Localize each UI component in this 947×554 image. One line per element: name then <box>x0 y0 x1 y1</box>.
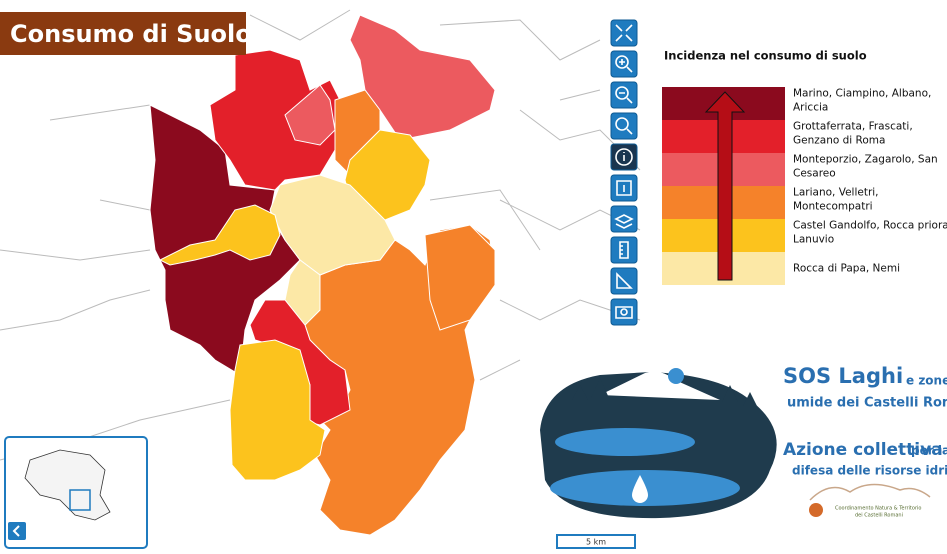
legend: Marino, Ciampino, Albano, Ariccia Grottafe… <box>662 87 947 285</box>
logo-text: e zone <box>906 374 947 388</box>
partner-text: dei Castelli Romani <box>855 513 903 519</box>
zoom-box-button[interactable] <box>610 112 638 140</box>
zoom-in-button[interactable] <box>610 50 638 78</box>
measure-button[interactable] <box>610 236 638 264</box>
logo-sun <box>668 368 684 384</box>
layers-button[interactable] <box>610 205 638 233</box>
logo-text: per la <box>911 444 947 458</box>
area-orange <box>424 224 496 331</box>
legend-title: Incidenza nel consumo di suolo <box>664 49 867 63</box>
logo-text: Azione collettiva <box>783 440 943 460</box>
legend-label: Genzano di Roma <box>793 135 885 147</box>
legend-label: Monteporzio, Zagarolo, San <box>793 154 938 166</box>
legend-label: Lariano, Velletri, <box>793 187 879 199</box>
info-button[interactable] <box>610 143 638 171</box>
legend-label: Lanuvio <box>793 234 834 246</box>
area-red <box>209 49 341 191</box>
legend-label: Grottaferrata, Frascati, <box>793 121 913 133</box>
logo-drop <box>632 475 648 503</box>
area-pale <box>269 174 396 276</box>
area-pink <box>349 14 496 141</box>
overview-map <box>4 436 148 549</box>
logo-text: SOS Laghi <box>783 364 903 388</box>
toolbar <box>610 19 638 326</box>
logo-text: umide dei Castelli Romani <box>787 396 947 411</box>
logo-lake <box>555 428 695 456</box>
print-button[interactable] <box>610 298 638 326</box>
partner-logo <box>809 503 823 517</box>
legend-label: Montecompatri <box>793 201 873 213</box>
area-yellow <box>229 339 326 481</box>
zoom-extent-button[interactable] <box>610 19 638 47</box>
area-yellow <box>158 204 281 266</box>
legend-arrow <box>704 91 746 281</box>
zoom-out-button[interactable] <box>610 81 638 109</box>
logo: SOS Laghi e zone umide dei Castelli Roma… <box>540 364 947 519</box>
overview-toggle[interactable] <box>8 522 26 540</box>
logo-mountain <box>600 371 720 400</box>
legend-label: Cesareo <box>793 168 836 180</box>
municipal-borders <box>0 9 641 461</box>
partner-logo <box>809 483 931 501</box>
legend-label: Castel Gandolfo, Rocca priora, <box>793 220 947 232</box>
area-button[interactable] <box>610 267 638 295</box>
title-box <box>0 12 246 55</box>
legend-label: Ariccia <box>793 102 828 114</box>
title: Consumo di Suolo <box>10 20 252 48</box>
logo-text: difesa delle risorse idriche <box>792 464 947 478</box>
scale-bar <box>556 534 636 549</box>
map <box>0 9 641 536</box>
partner-text: Coordinamento Natura & Territorio <box>835 506 921 512</box>
scale-label: 5 km <box>586 538 606 547</box>
legend-button[interactable] <box>610 174 638 202</box>
legend-label: Rocca di Papa, Nemi <box>793 263 900 275</box>
legend-label: Marino, Ciampino, Albano, <box>793 88 931 100</box>
